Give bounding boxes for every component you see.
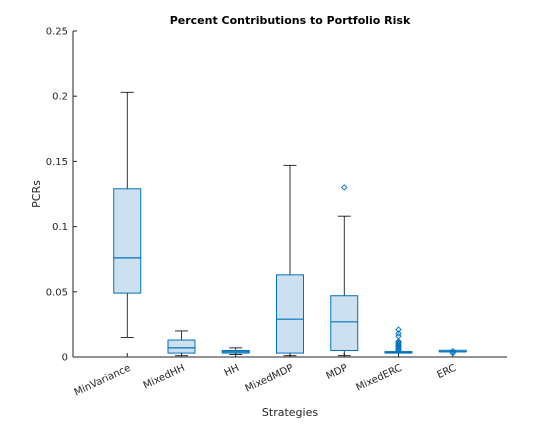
x-tick-label: MixedERC bbox=[354, 363, 403, 394]
box-iqr bbox=[276, 274, 304, 354]
y-tick-label: 0.1 bbox=[52, 222, 68, 233]
x-tick-label: MixedHH bbox=[142, 363, 187, 392]
y-tick-label: 0.05 bbox=[46, 287, 68, 298]
box-iqr bbox=[167, 339, 196, 354]
outlier-marker bbox=[395, 338, 402, 345]
outlier-marker bbox=[449, 347, 456, 355]
outlier-marker bbox=[395, 332, 402, 340]
box-iqr bbox=[330, 295, 359, 351]
y-tick-label: 0.15 bbox=[46, 157, 68, 168]
x-tick-label: MinVariance bbox=[73, 363, 133, 399]
outlier-marker bbox=[341, 184, 348, 191]
chart-title: Percent Contributions to Portfolio Risk bbox=[170, 14, 411, 27]
y-tick-label: 0 bbox=[62, 353, 68, 364]
y-tick-label: 0.25 bbox=[46, 27, 68, 38]
y-tick-label: 0.2 bbox=[52, 92, 68, 103]
x-tick-label: MDP bbox=[325, 363, 350, 382]
x-tick-label: HH bbox=[223, 363, 241, 379]
x-tick-label: ERC bbox=[435, 363, 458, 381]
outlier-marker bbox=[395, 330, 402, 337]
y-axis-label: PCRs bbox=[30, 180, 43, 208]
box-iqr bbox=[113, 188, 142, 294]
outlier-marker bbox=[395, 326, 402, 333]
x-axis-label: Strategies bbox=[262, 406, 318, 419]
x-tick-label: MixedMDP bbox=[244, 363, 296, 395]
